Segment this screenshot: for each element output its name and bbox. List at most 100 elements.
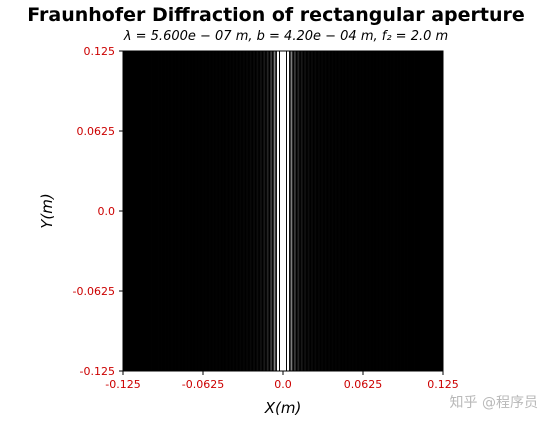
intensity-column (299, 51, 301, 371)
intensity-column (259, 51, 261, 371)
intensity-column (285, 51, 287, 371)
intensity-column (417, 51, 419, 371)
intensity-column (218, 51, 220, 371)
intensity-column (177, 51, 179, 371)
intensity-column (284, 51, 286, 371)
intensity-column (132, 51, 134, 371)
intensity-column (356, 51, 358, 371)
intensity-column (341, 51, 343, 371)
intensity-column (195, 51, 197, 371)
intensity-column (415, 51, 417, 371)
intensity-column (310, 51, 312, 371)
intensity-column (233, 51, 235, 371)
intensity-column (264, 51, 266, 371)
intensity-column (323, 51, 325, 371)
intensity-column (432, 51, 434, 371)
intensity-column (378, 51, 380, 371)
intensity-column (247, 51, 249, 371)
intensity-column (347, 51, 349, 371)
intensity-column (439, 51, 441, 371)
intensity-column (278, 51, 280, 371)
y-tick-label: 0.0 (98, 205, 116, 218)
intensity-column (313, 51, 315, 371)
intensity-column (427, 51, 429, 371)
intensity-column (360, 51, 362, 371)
intensity-column (301, 51, 303, 371)
intensity-column (355, 51, 357, 371)
intensity-column (398, 51, 400, 371)
intensity-column (178, 51, 180, 371)
intensity-column (149, 51, 151, 371)
intensity-column (147, 51, 149, 371)
intensity-column (236, 51, 238, 371)
intensity-column (161, 51, 163, 371)
intensity-column (251, 51, 253, 371)
intensity-column (175, 51, 177, 371)
intensity-column (334, 51, 336, 371)
intensity-column (226, 51, 228, 371)
intensity-column (408, 51, 410, 371)
x-tick-label: 0.0625 (344, 378, 383, 391)
intensity-column (125, 51, 127, 371)
intensity-column (409, 51, 411, 371)
intensity-column (431, 51, 433, 371)
intensity-column (372, 51, 374, 371)
intensity-column (223, 51, 225, 371)
intensity-column (228, 51, 230, 371)
intensity-column (254, 51, 256, 371)
intensity-column (262, 51, 264, 371)
intensity-column (350, 51, 352, 371)
intensity-column (307, 51, 309, 371)
intensity-column (220, 51, 222, 371)
intensity-column (404, 51, 406, 371)
intensity-column (151, 51, 153, 371)
intensity-column (406, 51, 408, 371)
intensity-column (379, 51, 381, 371)
intensity-column (145, 51, 147, 371)
intensity-column (418, 51, 420, 371)
y-axis-label: Y(m) (38, 193, 56, 228)
intensity-column (154, 51, 156, 371)
intensity-column (265, 51, 267, 371)
intensity-column (369, 51, 371, 371)
intensity-column (127, 51, 129, 371)
intensity-column (414, 51, 416, 371)
x-axis-label: X(m) (264, 399, 302, 417)
intensity-column (293, 51, 295, 371)
intensity-column (164, 51, 166, 371)
intensity-column (138, 51, 140, 371)
intensity-column (144, 51, 146, 371)
intensity-column (129, 51, 131, 371)
chart-title: Fraunhofer Diffraction of rectangular ap… (27, 4, 525, 26)
intensity-column (387, 51, 389, 371)
intensity-column (401, 51, 403, 371)
intensity-column (370, 51, 372, 371)
intensity-column (309, 51, 311, 371)
x-tick-label: -0.125 (105, 378, 140, 391)
intensity-column (170, 51, 172, 371)
intensity-column (166, 51, 168, 371)
intensity-column (202, 51, 204, 371)
intensity-column (267, 51, 269, 371)
intensity-column (190, 51, 192, 371)
intensity-column (189, 51, 191, 371)
intensity-column (252, 51, 254, 371)
watermark: 知乎 @程序员 (449, 395, 538, 411)
intensity-column (394, 51, 396, 371)
intensity-column (315, 51, 317, 371)
intensity-column (275, 51, 277, 371)
intensity-column (375, 51, 377, 371)
intensity-column (294, 51, 296, 371)
intensity-column (232, 51, 234, 371)
intensity-column (424, 51, 426, 371)
x-tick-label: 0.0 (274, 378, 292, 391)
intensity-column (422, 51, 424, 371)
intensity-column (242, 51, 244, 371)
intensity-column (159, 51, 161, 371)
intensity-column (187, 51, 189, 371)
intensity-column (238, 51, 240, 371)
intensity-column (157, 51, 159, 371)
intensity-column (403, 51, 405, 371)
intensity-column (182, 51, 184, 371)
